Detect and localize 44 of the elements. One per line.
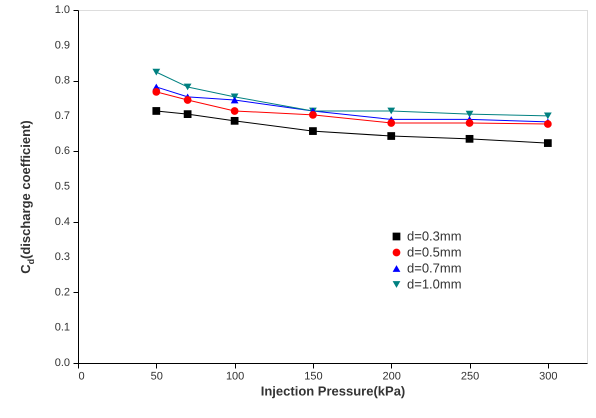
point — [184, 96, 192, 104]
point — [466, 134, 474, 143]
point — [230, 116, 238, 125]
x-tick-label: 200 — [382, 370, 401, 382]
point — [466, 110, 474, 118]
point — [544, 120, 552, 128]
y-tick-label: 0.7 — [54, 110, 70, 122]
x-axis-title: Injection Pressure(kPa) — [260, 384, 406, 398]
point — [387, 119, 396, 127]
point — [466, 119, 474, 127]
legend-label: d=0.3mm — [407, 228, 462, 244]
x-tick-label: 100 — [226, 370, 244, 382]
point — [184, 84, 192, 90]
point — [387, 108, 396, 114]
y-tick-label: 0.8 — [54, 74, 70, 87]
point — [544, 112, 552, 120]
point — [544, 139, 552, 147]
point — [230, 107, 238, 115]
point — [309, 110, 317, 119]
y-tick-label: 0.6 — [54, 145, 70, 158]
y-tick-label: 0.2 — [54, 286, 70, 298]
y-tick-label: 0.0 — [54, 357, 70, 369]
y-axis-title: Cd(discharge coefficient) — [18, 120, 36, 274]
x-tick-label: 250 — [460, 370, 480, 382]
point — [230, 96, 238, 104]
y-tick-label: 0.1 — [54, 322, 70, 334]
point — [152, 107, 160, 115]
x-tick-label: 150 — [304, 370, 323, 382]
x-tick-label: 300 — [539, 370, 558, 382]
legend-label: d=0.5mm — [407, 244, 462, 260]
x-tick-label: 0 — [78, 370, 85, 382]
legend-label: d=1.0mm — [407, 276, 462, 292]
point — [387, 132, 396, 140]
x-tick-label: 50 — [150, 370, 163, 382]
legend-label: d=0.7mm — [407, 260, 462, 276]
y-tick-label: 0.3 — [54, 251, 70, 264]
y-tick-label: 1.0 — [54, 4, 70, 16]
y-tick-label: 0.4 — [54, 216, 70, 228]
y-tick-label: 0.5 — [54, 180, 70, 192]
point — [309, 127, 317, 135]
point — [152, 88, 160, 96]
point — [152, 68, 160, 76]
y-tick-label: 0.9 — [54, 39, 70, 52]
point — [184, 110, 192, 118]
